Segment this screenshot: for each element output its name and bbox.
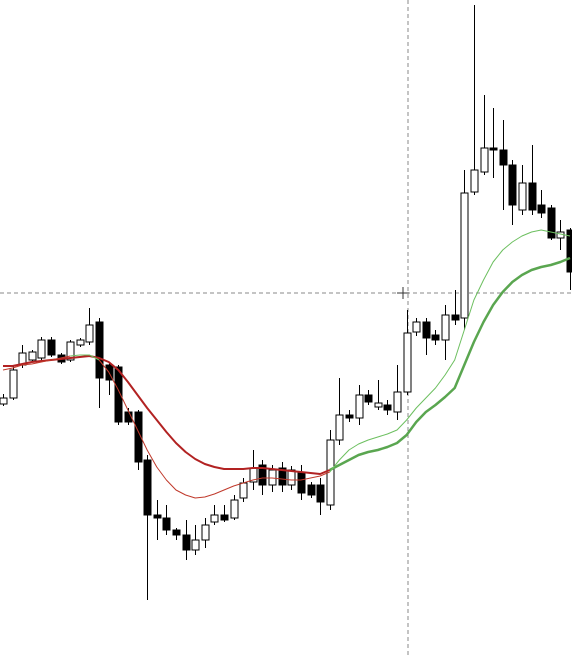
candle-body [307,484,316,496]
candle-body [9,369,18,399]
candle-body [412,321,421,333]
candle-body [47,339,56,356]
candle-body [489,147,498,151]
candle-body [345,414,354,419]
candle-body [326,439,335,506]
candle-body [547,207,556,239]
moving-average [2,355,330,499]
candle-body [374,402,383,408]
candle-body [278,467,287,486]
candle-body [191,539,200,551]
candle-body [143,459,152,516]
candle-body [210,514,219,523]
candle-body [364,394,373,403]
candle-body [201,524,210,541]
candle-body [518,182,527,211]
moving-average [3,355,331,475]
candle-body [172,529,181,536]
candle-body [316,484,325,503]
candle-body [95,321,104,379]
candle-body [182,534,191,551]
candle-body [37,339,46,359]
candle-body [0,397,8,405]
candle-body [287,469,296,486]
candle-body [66,341,75,361]
candle-body [537,204,546,214]
candle-body [220,514,229,521]
candle-body [441,314,450,341]
candle-body [508,164,517,206]
candle-body [528,182,537,211]
candle-body [162,517,171,531]
moving-average [70,229,571,473]
candle-body [114,366,123,423]
candle-body [383,404,392,411]
candle-body [431,334,440,341]
candle-body [297,471,306,494]
candle-body [153,514,162,519]
candle-body [499,149,508,166]
moving-average [329,256,571,472]
candle-body [422,321,431,339]
candle-body [85,324,94,343]
candle-body [460,192,469,319]
candle-body [230,499,239,519]
candle-body [134,411,143,463]
candle-body [335,414,344,441]
candle-body [258,464,267,486]
candle-body [239,482,248,499]
candle-body [393,391,402,413]
candle-body [470,169,479,193]
candle-body [451,314,460,321]
candle-body [76,339,85,346]
candle-body [28,351,37,361]
candle-body [355,394,364,419]
candle-body [566,229,572,273]
candle-body [403,332,412,393]
candle-body [480,147,489,173]
